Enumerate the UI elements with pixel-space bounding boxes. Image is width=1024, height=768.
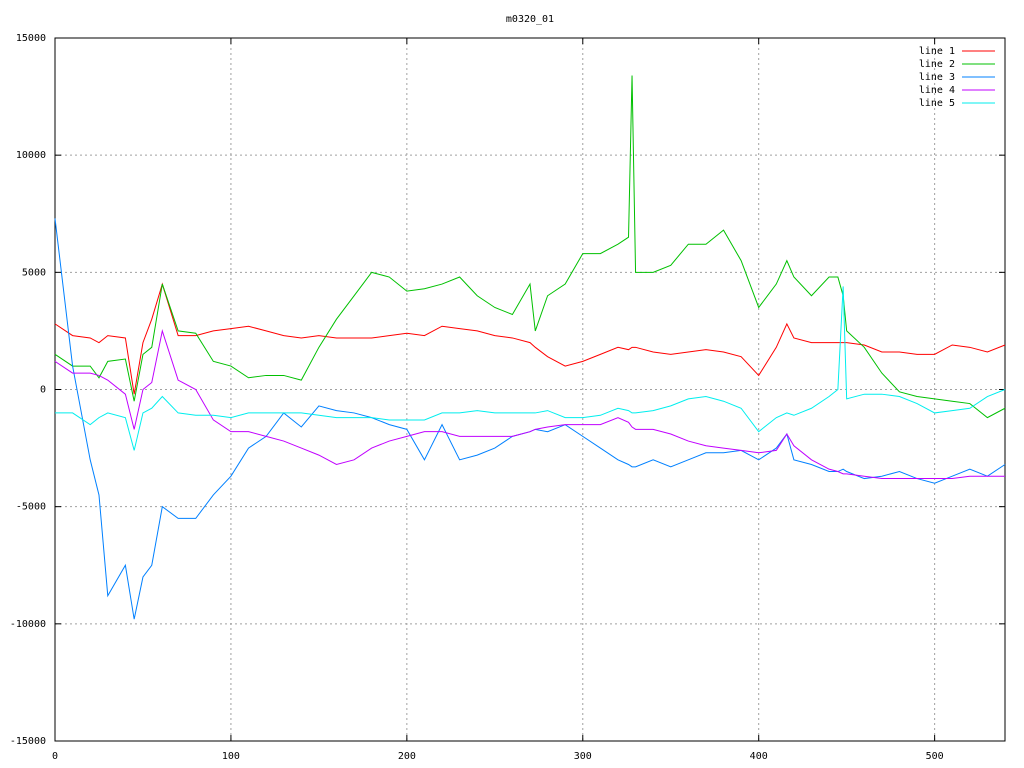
y-tick-label: 0 xyxy=(40,385,46,396)
data-line xyxy=(54,218,1006,620)
y-tick-label: -15000 xyxy=(10,736,46,747)
y-tick-label: 5000 xyxy=(22,267,46,278)
legend-label: line 1 xyxy=(919,46,955,57)
x-tick-label: 0 xyxy=(52,751,58,762)
data-line xyxy=(55,286,1006,451)
x-tick-label: 500 xyxy=(926,751,944,762)
legend-label: line 2 xyxy=(919,59,955,70)
legend-label: line 5 xyxy=(919,98,955,109)
x-tick-label: 300 xyxy=(574,751,592,762)
y-tick-label: -10000 xyxy=(10,619,46,630)
x-tick-label: 200 xyxy=(398,751,416,762)
x-tick-label: 100 xyxy=(222,751,240,762)
legend-label: line 4 xyxy=(919,85,955,96)
y-tick-label: 15000 xyxy=(16,33,46,44)
y-tick-label: -5000 xyxy=(16,502,46,513)
chart-title: m0320_01 xyxy=(506,14,554,25)
data-line xyxy=(54,328,1005,480)
x-tick-label: 400 xyxy=(750,751,768,762)
data-line xyxy=(54,75,1006,419)
legend-label: line 3 xyxy=(919,72,955,83)
y-tick-label: 10000 xyxy=(16,150,46,161)
